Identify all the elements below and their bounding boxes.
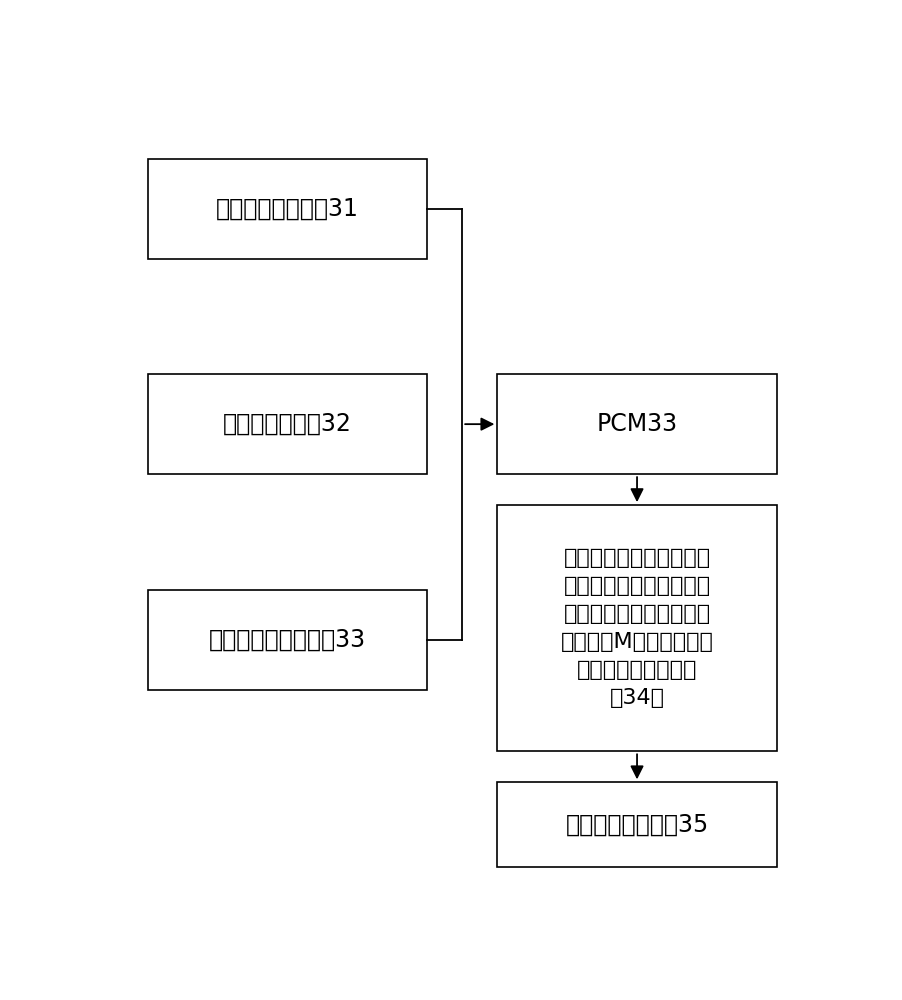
Bar <box>497 505 777 751</box>
Bar <box>148 374 428 474</box>
Text: PCM33: PCM33 <box>596 412 677 436</box>
Text: 制造参数样本库32: 制造参数样本库32 <box>223 412 352 436</box>
Bar <box>148 590 428 690</box>
Text: 协方差多群截面库31: 协方差多群截面库31 <box>216 197 359 221</box>
Text: 堆芯入口温度样本库33: 堆芯入口温度样本库33 <box>209 628 366 652</box>
Bar <box>497 374 777 474</box>
Bar <box>148 158 428 259</box>
Text: 中子通量不确定度35: 中子通量不确定度35 <box>566 813 709 837</box>
Text: 中子通量输出参数与功率
同时作为响应参数，获得
中子通量与功率的联合协
方差矩阵M以及中子通量
与功率的相关性系数
（34）: 中子通量输出参数与功率 同时作为响应参数，获得 中子通量与功率的联合协 方差矩阵… <box>561 548 713 708</box>
Bar <box>497 782 777 867</box>
